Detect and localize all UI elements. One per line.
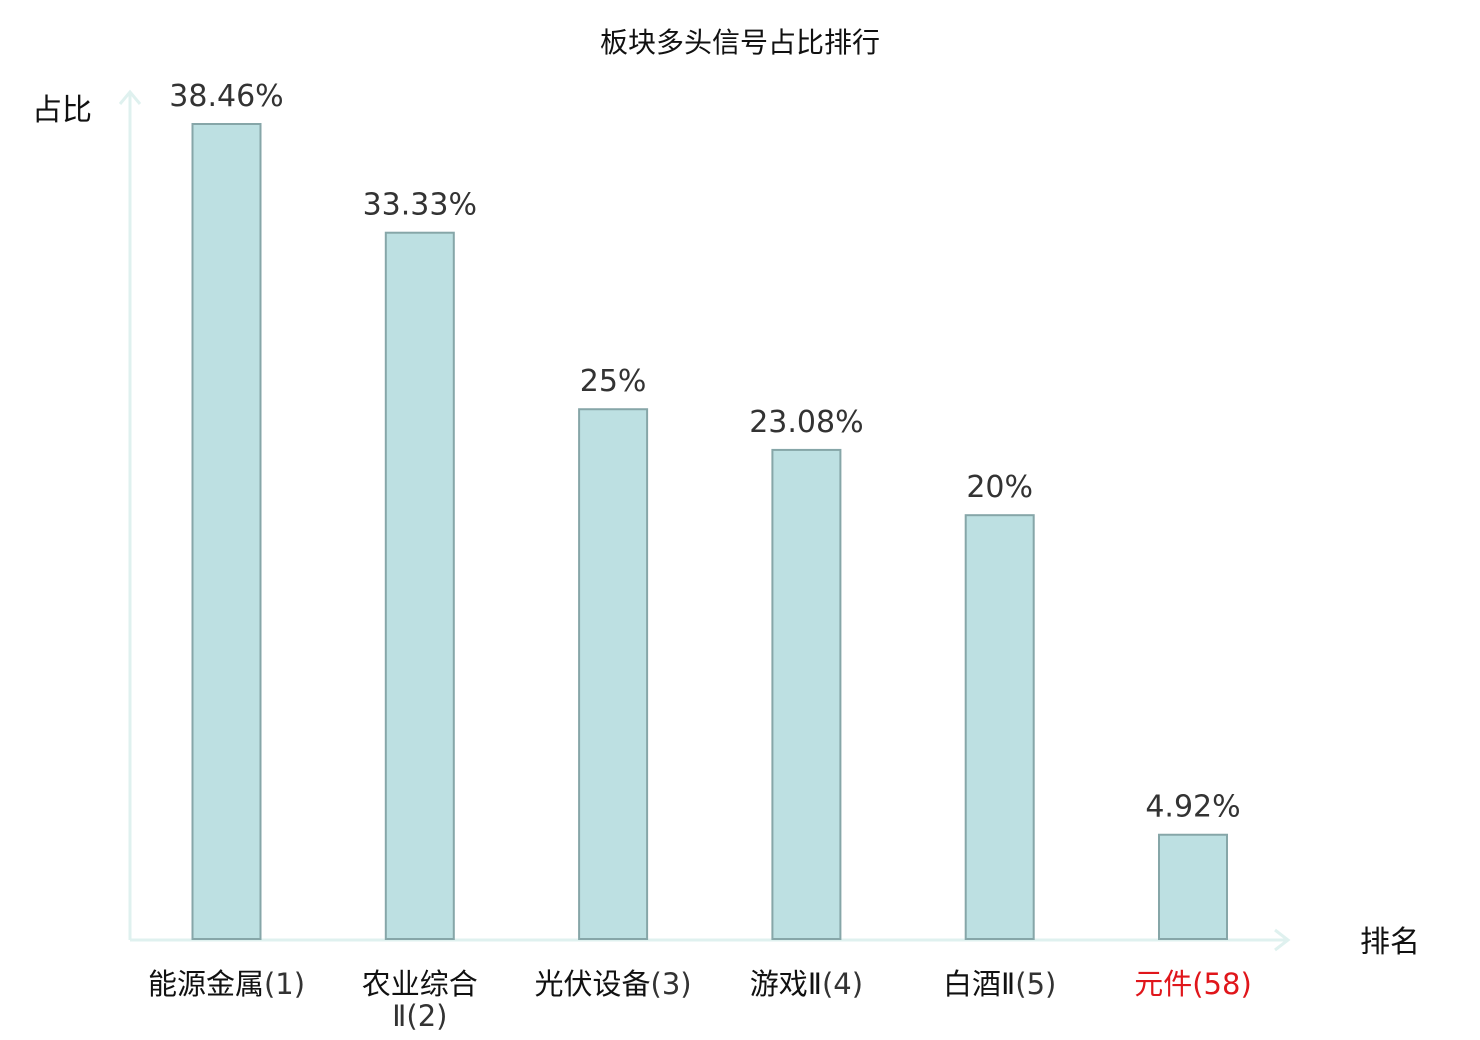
bar bbox=[578, 408, 649, 940]
category-name: 元件 bbox=[1134, 967, 1192, 1001]
bar-value-label: 25% bbox=[580, 364, 647, 399]
x-axis-arrow-icon bbox=[1274, 928, 1291, 952]
category-rank: (58) bbox=[1192, 967, 1252, 1001]
bar-value-label: 23.08% bbox=[749, 405, 863, 440]
bar bbox=[384, 231, 455, 940]
y-axis-label: 占比 bbox=[32, 93, 92, 128]
category-name: 光伏设备 bbox=[535, 967, 651, 1001]
category-label: 能源金属(1) bbox=[148, 967, 305, 1001]
chart-title: 板块多头信号占比排行 bbox=[600, 26, 880, 59]
category-label: 元件(58) bbox=[1134, 967, 1252, 1001]
value-labels-group: 38.46% 33.33% 25% 23.08% 20% 4.92% bbox=[169, 79, 1240, 825]
category-rank: (3) bbox=[651, 967, 692, 1001]
category-name: 能源金属 bbox=[148, 967, 264, 1001]
category-labels-group: 能源金属(1) 农业综合 Ⅱ(2) 光伏设备(3) 游戏Ⅱ(4) 白酒Ⅱ(5) 元件(58) bbox=[148, 967, 1252, 1033]
bars-group bbox=[191, 123, 1228, 940]
bar-value-label: 38.46% bbox=[169, 79, 283, 114]
category-label: 白酒Ⅱ(5) bbox=[943, 967, 1056, 1001]
y-axis-arrow-icon bbox=[118, 89, 142, 105]
category-rank: Ⅱ(2) bbox=[392, 999, 447, 1033]
x-axis-label: 排名 bbox=[1360, 925, 1420, 960]
category-label: 光伏设备(3) bbox=[535, 967, 692, 1001]
category-name: 农业综合 bbox=[362, 967, 478, 1001]
category-label: 农业综合 Ⅱ(2) bbox=[362, 967, 478, 1033]
bar-value-label: 4.92% bbox=[1145, 790, 1240, 825]
bar bbox=[771, 448, 842, 940]
category-name: 游戏Ⅱ bbox=[750, 967, 822, 1001]
bar-value-label: 33.33% bbox=[363, 188, 477, 223]
category-rank: (1) bbox=[264, 967, 305, 1001]
bar bbox=[191, 123, 262, 940]
bar bbox=[1158, 833, 1228, 940]
bar-value-label: 20% bbox=[966, 470, 1033, 505]
category-rank: (4) bbox=[822, 967, 863, 1001]
category-rank: (5) bbox=[1015, 967, 1056, 1001]
category-name: 白酒Ⅱ bbox=[943, 967, 1015, 1001]
bar bbox=[964, 514, 1035, 940]
category-label: 游戏Ⅱ(4) bbox=[750, 967, 863, 1001]
